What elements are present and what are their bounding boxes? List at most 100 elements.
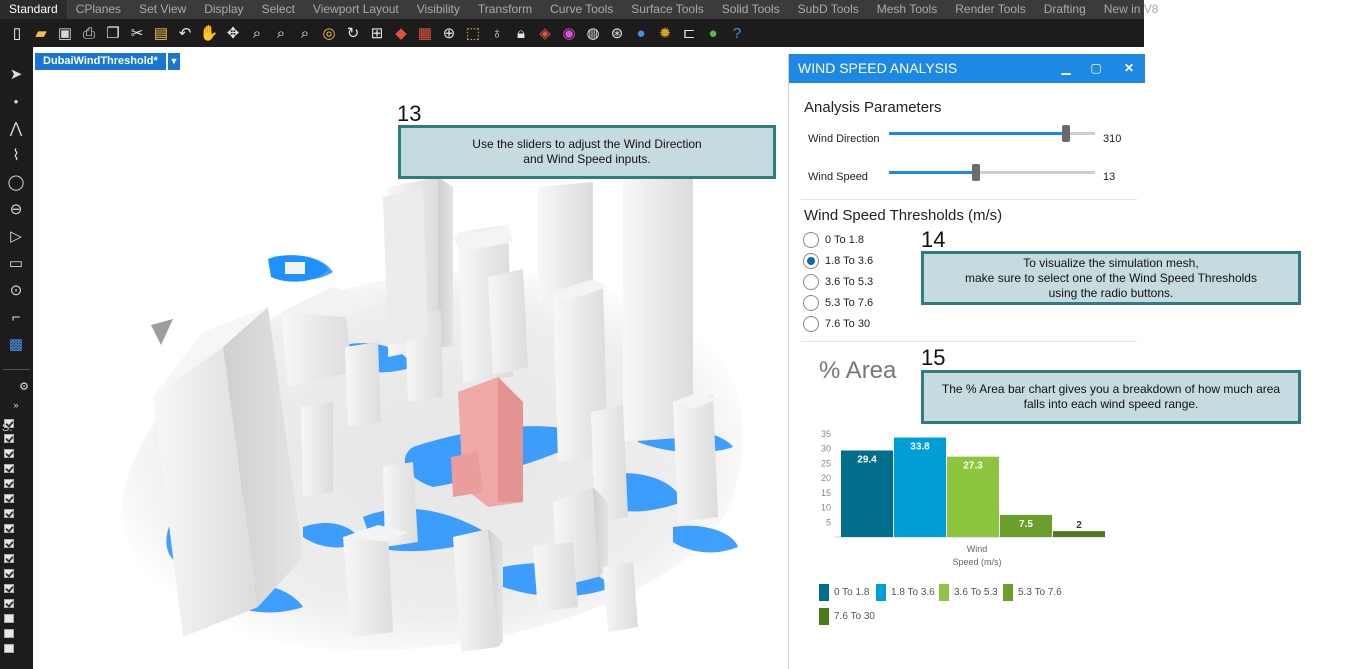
select-arrow-icon[interactable]: ➤ [9, 66, 23, 83]
threshold-radio-7-6-to-30[interactable] [803, 316, 819, 332]
ellipse-icon[interactable]: ⊖ [9, 201, 23, 218]
osnap-checkbox[interactable] [4, 584, 14, 593]
render-icon[interactable]: ● [636, 24, 646, 42]
surface-icon[interactable]: ▩ [8, 336, 24, 353]
osnap-checkbox[interactable] [4, 599, 14, 608]
osnap-checkbox[interactable] [4, 419, 14, 428]
open-icon[interactable]: ▰ [35, 24, 47, 42]
undo-icon[interactable]: ↶ [178, 24, 192, 42]
polyline-icon[interactable]: ⋀ [9, 120, 23, 137]
tab-set-view[interactable]: Set View [139, 2, 187, 16]
rectangle-icon[interactable]: ▭ [8, 255, 24, 272]
callout-number-13: 13 [397, 101, 422, 126]
threshold-radio-5-3-to-7-6[interactable] [803, 295, 819, 311]
print-icon[interactable]: ⎙ [82, 24, 95, 42]
save-icon[interactable]: ▣ [57, 24, 73, 42]
cut-icon[interactable]: ✂ [130, 24, 144, 42]
threshold-radio-0-to-1-8[interactable] [803, 232, 819, 248]
osnap-checkbox[interactable] [4, 464, 14, 473]
lock-icon[interactable]: 🔒︎ [517, 24, 525, 42]
wind-speed-slider[interactable] [889, 164, 1095, 181]
select-icon[interactable]: ⬚ [465, 24, 481, 42]
threshold-radio-1-8-to-3-6[interactable] [803, 253, 819, 269]
osnap-checkbox[interactable] [4, 614, 14, 623]
legend-swatch [939, 584, 949, 601]
fillet-icon[interactable]: ⌐ [11, 308, 21, 326]
tab-surface-tools[interactable]: Surface Tools [631, 2, 704, 16]
osnap-checkbox[interactable] [4, 644, 14, 653]
color-wheel-icon[interactable]: ◉ [562, 24, 576, 42]
osnap-checkbox[interactable] [4, 524, 14, 533]
slider-fill [889, 132, 1067, 135]
osnap-checkbox[interactable] [4, 434, 14, 443]
threshold-radio-3-6-to-5-3[interactable] [803, 274, 819, 290]
osnap-checkbox[interactable] [4, 539, 14, 548]
tab-select[interactable]: Select [261, 2, 295, 16]
wind-speed-label: Wind Speed [808, 171, 868, 183]
arc-icon[interactable]: ⊙ [9, 282, 23, 299]
tab-curve-tools[interactable]: Curve Tools [550, 2, 614, 16]
osnap-checkbox[interactable] [4, 494, 14, 503]
light-icon[interactable]: ♁ [491, 24, 503, 42]
osnap-checkbox[interactable] [4, 449, 14, 458]
tab-render-tools[interactable]: Render Tools [955, 2, 1026, 16]
sphere-icon[interactable]: ● [708, 24, 718, 42]
rotate-view-icon[interactable]: ↻ [346, 24, 360, 42]
tab-solid-tools[interactable]: Solid Tools [721, 2, 780, 16]
osnap-checkbox[interactable] [4, 554, 14, 563]
copy-icon[interactable]: ❐ [106, 24, 120, 42]
zoom-window-icon[interactable]: ⌕ [276, 24, 286, 42]
tab-visibility[interactable]: Visibility [416, 2, 460, 16]
y-tick-label: 15 [821, 488, 831, 498]
point-icon[interactable]: ● [13, 96, 19, 106]
slider-thumb[interactable] [971, 164, 980, 181]
zoom-extents-icon[interactable]: ⌕ [300, 24, 310, 42]
viewport-tab[interactable]: DubaiWindThreshold* [35, 53, 166, 70]
osnap-checkbox[interactable] [4, 479, 14, 488]
zoom-selected-icon[interactable]: ◎ [322, 24, 336, 42]
gear-icon[interactable]: ⚙ [19, 380, 29, 393]
pan-icon[interactable]: ✋ [199, 24, 219, 42]
polygon-icon[interactable]: ▷ [10, 228, 22, 245]
maximize-icon[interactable]: ▢ [1090, 61, 1102, 75]
new-icon[interactable]: ▯ [12, 24, 22, 42]
paste-icon[interactable]: ▤ [153, 24, 169, 42]
slider-thumb[interactable] [1062, 125, 1071, 142]
expand-icon[interactable]: » [13, 400, 19, 410]
curve-icon[interactable]: ⌇ [12, 147, 20, 164]
globe-icon[interactable]: ⊛ [610, 24, 624, 42]
osnap-checkbox[interactable] [4, 569, 14, 578]
close-icon[interactable]: ✕ [1123, 61, 1135, 75]
move-icon[interactable]: ✥ [226, 24, 240, 42]
tab-new-in-v8[interactable]: New in V8 [1103, 2, 1159, 16]
settings-icon[interactable]: ✹ [658, 24, 672, 42]
mesh-sphere-icon[interactable]: ◍ [586, 24, 600, 42]
threshold-label: 3.6 To 5.3 [825, 276, 874, 288]
circle-icon[interactable]: ◯ [7, 174, 25, 191]
tab-transform[interactable]: Transform [477, 2, 533, 16]
help-icon[interactable]: ? [732, 24, 742, 42]
grid-icon[interactable]: ▦ [417, 24, 433, 42]
target-icon[interactable]: ⊕ [442, 24, 456, 42]
tab-cplanes[interactable]: CPlanes [75, 2, 122, 16]
tab-viewport-layout[interactable]: Viewport Layout [312, 2, 399, 16]
chevron-down-icon[interactable]: ▼ [168, 53, 180, 70]
perspective-viewport[interactable]: DubaiWindThreshold* ▼ [33, 47, 788, 669]
hierarchy-icon[interactable]: ⊏ [682, 24, 696, 42]
layers-icon[interactable]: ◈ [539, 24, 551, 42]
legend-label: 3.6 To 5.3 [954, 587, 998, 598]
tab-drafting[interactable]: Drafting [1043, 2, 1086, 16]
minimize-icon[interactable]: ▁ [1061, 61, 1071, 75]
car-icon[interactable]: ◆ [395, 24, 407, 42]
legend-label: 7.6 To 30 [834, 611, 875, 622]
tab-mesh-tools[interactable]: Mesh Tools [876, 2, 938, 16]
viewport-layout-icon[interactable]: ⊞ [370, 24, 384, 42]
tab-subd-tools[interactable]: SubD Tools [797, 2, 859, 16]
tab-standard[interactable]: Standard [0, 0, 67, 19]
tab-display[interactable]: Display [204, 2, 244, 16]
wind-direction-slider[interactable] [889, 125, 1095, 142]
osnap-checkbox[interactable] [4, 509, 14, 518]
zoom-icon[interactable]: ⌕ [252, 24, 262, 42]
osnap-checkbox[interactable] [4, 629, 14, 638]
